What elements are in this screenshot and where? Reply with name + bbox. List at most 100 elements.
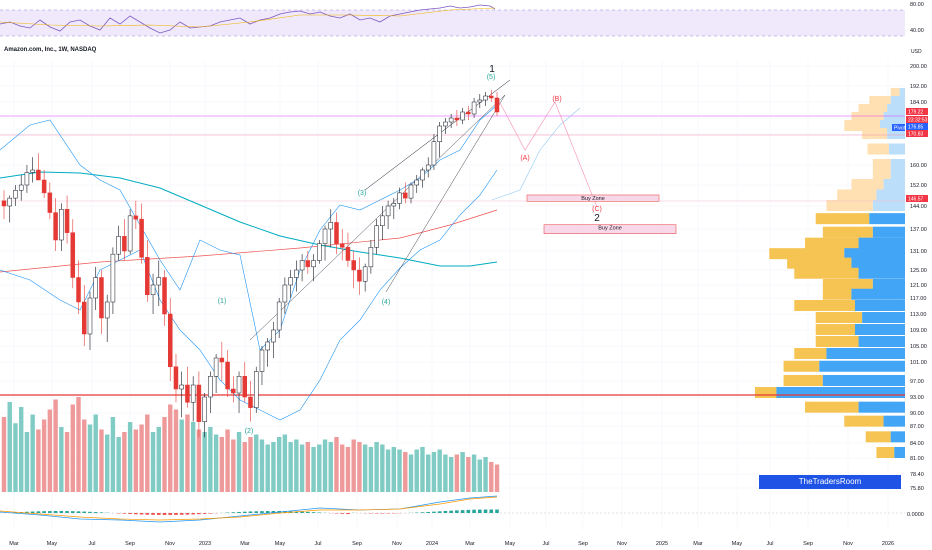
candle-body: [322, 228, 328, 244]
profile-bar-down: [883, 415, 905, 427]
profile-bar-up: [822, 226, 873, 238]
profile-bar-up: [890, 88, 900, 99]
volume-bar: [13, 423, 18, 492]
candle-body: [162, 277, 167, 315]
x-tick-label: Jul: [766, 541, 773, 547]
macd-hist-bar: [495, 509, 499, 513]
profile-bar-up: [862, 128, 888, 139]
macd-hist-bar: [191, 513, 195, 515]
volume-bar: [53, 399, 58, 492]
volume-bar: [173, 409, 179, 492]
volume-bar: [24, 432, 30, 492]
macd-hist-bar: [179, 513, 184, 515]
candle-body: [173, 366, 179, 390]
candle-body: [116, 236, 121, 255]
macd-hist-bar: [53, 511, 58, 513]
trendline-4: [385, 94, 506, 293]
macd-hist-bar: [300, 511, 304, 513]
candle-body: [448, 117, 454, 123]
macd-hist-bar: [460, 510, 465, 513]
volume-bar: [150, 432, 156, 492]
candle-body: [380, 215, 385, 226]
candle-body: [156, 277, 162, 286]
y-tick-label: 78.40: [910, 472, 924, 478]
profile-bar-up: [794, 300, 855, 311]
volume-bar: [185, 414, 190, 492]
macd-line: [0, 495, 498, 523]
profile-bar-up: [858, 104, 888, 115]
volume-bar: [357, 442, 362, 492]
pivot-label-text: Pivot: [894, 126, 906, 132]
macd-hist-bar: [162, 513, 167, 515]
y-tick-label: 137.00: [910, 227, 927, 233]
candle-body: [443, 121, 448, 127]
profile-bar-up: [851, 179, 884, 190]
volume-bar: [477, 459, 483, 492]
abc-projection: [496, 96, 598, 208]
profile-bar-down: [869, 213, 905, 225]
macd-hist-bar: [283, 511, 287, 513]
candle-body: [489, 95, 494, 99]
candle-body: [466, 111, 471, 115]
price-grid: [0, 60, 905, 530]
macd-hist-bar: [340, 513, 345, 514]
y-tick-label: 109.00: [910, 328, 927, 334]
volume-bar: [431, 452, 437, 492]
profile-bar-up: [844, 120, 880, 131]
candle-body: [179, 384, 184, 390]
candle-body: [471, 101, 477, 115]
candle-body: [30, 169, 35, 173]
profile-bar-up: [837, 189, 877, 201]
y-tick-label: 81.00: [910, 456, 924, 462]
volume-bar: [225, 429, 230, 492]
volume-bar: [351, 439, 356, 492]
volume-bar: [70, 404, 75, 492]
profile-bar-up: [851, 112, 884, 123]
candle-body: [397, 192, 402, 204]
macd-axis-zero: 0.0000: [907, 512, 924, 518]
candle-body: [357, 269, 362, 282]
candle-body: [110, 253, 116, 303]
candle-body: [76, 277, 81, 303]
profile-bar-down: [776, 387, 905, 398]
volume-bar: [362, 444, 368, 492]
volume-bar: [317, 444, 322, 492]
buy-zone-label: Buy Zone: [581, 196, 605, 202]
volume-bar: [437, 449, 442, 492]
volume-bar: [219, 437, 225, 492]
wave-label: (5): [487, 74, 496, 81]
volume-bar: [299, 444, 305, 492]
candle-body: [374, 225, 379, 248]
profile-bar-down: [872, 279, 905, 290]
profile-bar-down: [872, 226, 905, 238]
candle-body: [13, 190, 18, 199]
volume-bar: [414, 449, 419, 492]
y-tick-label: 87.00: [910, 424, 924, 430]
candle-body: [202, 396, 207, 422]
volume-bar: [391, 447, 397, 492]
macd-hist-bar: [36, 511, 41, 513]
macd-hist-bar: [139, 513, 144, 515]
macd-hist-bar: [346, 513, 350, 515]
buy-zone-box: [526, 194, 660, 202]
candle-body: [1, 200, 7, 207]
volume-bar: [282, 434, 288, 492]
price-label-box: [906, 123, 928, 130]
profile-bar-down: [890, 169, 905, 180]
candle-body: [414, 179, 419, 186]
x-tick-label: 2025: [656, 541, 668, 547]
buy-zones: Buy Zone Buy Zone: [526, 194, 677, 235]
profile-bar-down: [819, 360, 905, 372]
macd-hist-bar: [30, 511, 35, 513]
price-label-box: [906, 130, 928, 137]
x-tick-label: Mar: [465, 541, 475, 547]
volume-bar: [47, 409, 53, 492]
macd-hist-bar: [128, 513, 132, 515]
candle-body: [385, 205, 391, 217]
buy-zone-box: [543, 224, 677, 235]
profile-bar-down: [899, 88, 905, 99]
macd-hist-bar: [13, 512, 18, 513]
y-tick-label: 75.80: [910, 486, 924, 492]
candle-body: [454, 117, 460, 121]
